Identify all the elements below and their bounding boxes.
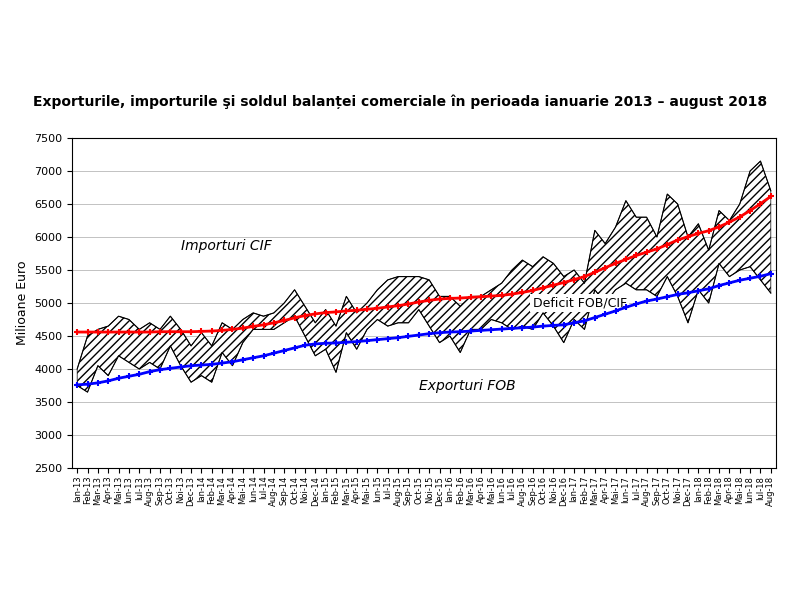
Medie mobila 12 luni - Importuri-CIF [238,325,248,332]
Text: Deficit FOB/CIF: Deficit FOB/CIF [533,296,627,310]
Medie mobila 12 luni - Exporturi-FOB [228,358,238,365]
Medie mobila 12 luni - Importuri-CIF [476,293,486,301]
Medie mobila 12 luni - Exporturi-FOB [238,356,248,364]
Medie mobila 12 luni - Exporturi-FOB [72,381,82,388]
Text: Exporturile, importurile şi soldul balanței comerciale în perioada ianuarie 2013: Exporturile, importurile şi soldul balan… [33,95,767,109]
Medie mobila 12 luni - Importuri-CIF [228,326,238,333]
Medie mobila 12 luni - Importuri-CIF [72,328,82,335]
Medie mobila 12 luni - Exporturi-FOB [746,275,755,282]
Medie mobila 12 luni - Exporturi-FOB [466,328,475,335]
Text: Importuri CIF: Importuri CIF [181,239,271,253]
Line: Medie mobila 12 luni - Importuri-CIF: Medie mobila 12 luni - Importuri-CIF [74,193,774,335]
Medie mobila 12 luni - Importuri-CIF [694,230,703,237]
Medie mobila 12 luni - Importuri-CIF [766,193,776,200]
Line: Medie mobila 12 luni - Exporturi-FOB: Medie mobila 12 luni - Exporturi-FOB [74,270,774,388]
Medie mobila 12 luni - Exporturi-FOB [766,270,776,277]
Medie mobila 12 luni - Importuri-CIF [746,207,755,214]
Medie mobila 12 luni - Exporturi-FOB [476,327,486,334]
Text: Exporturi FOB: Exporturi FOB [419,379,515,393]
Medie mobila 12 luni - Exporturi-FOB [694,287,703,295]
Y-axis label: Milioane Euro: Milioane Euro [15,261,29,345]
Medie mobila 12 luni - Importuri-CIF [466,294,475,301]
